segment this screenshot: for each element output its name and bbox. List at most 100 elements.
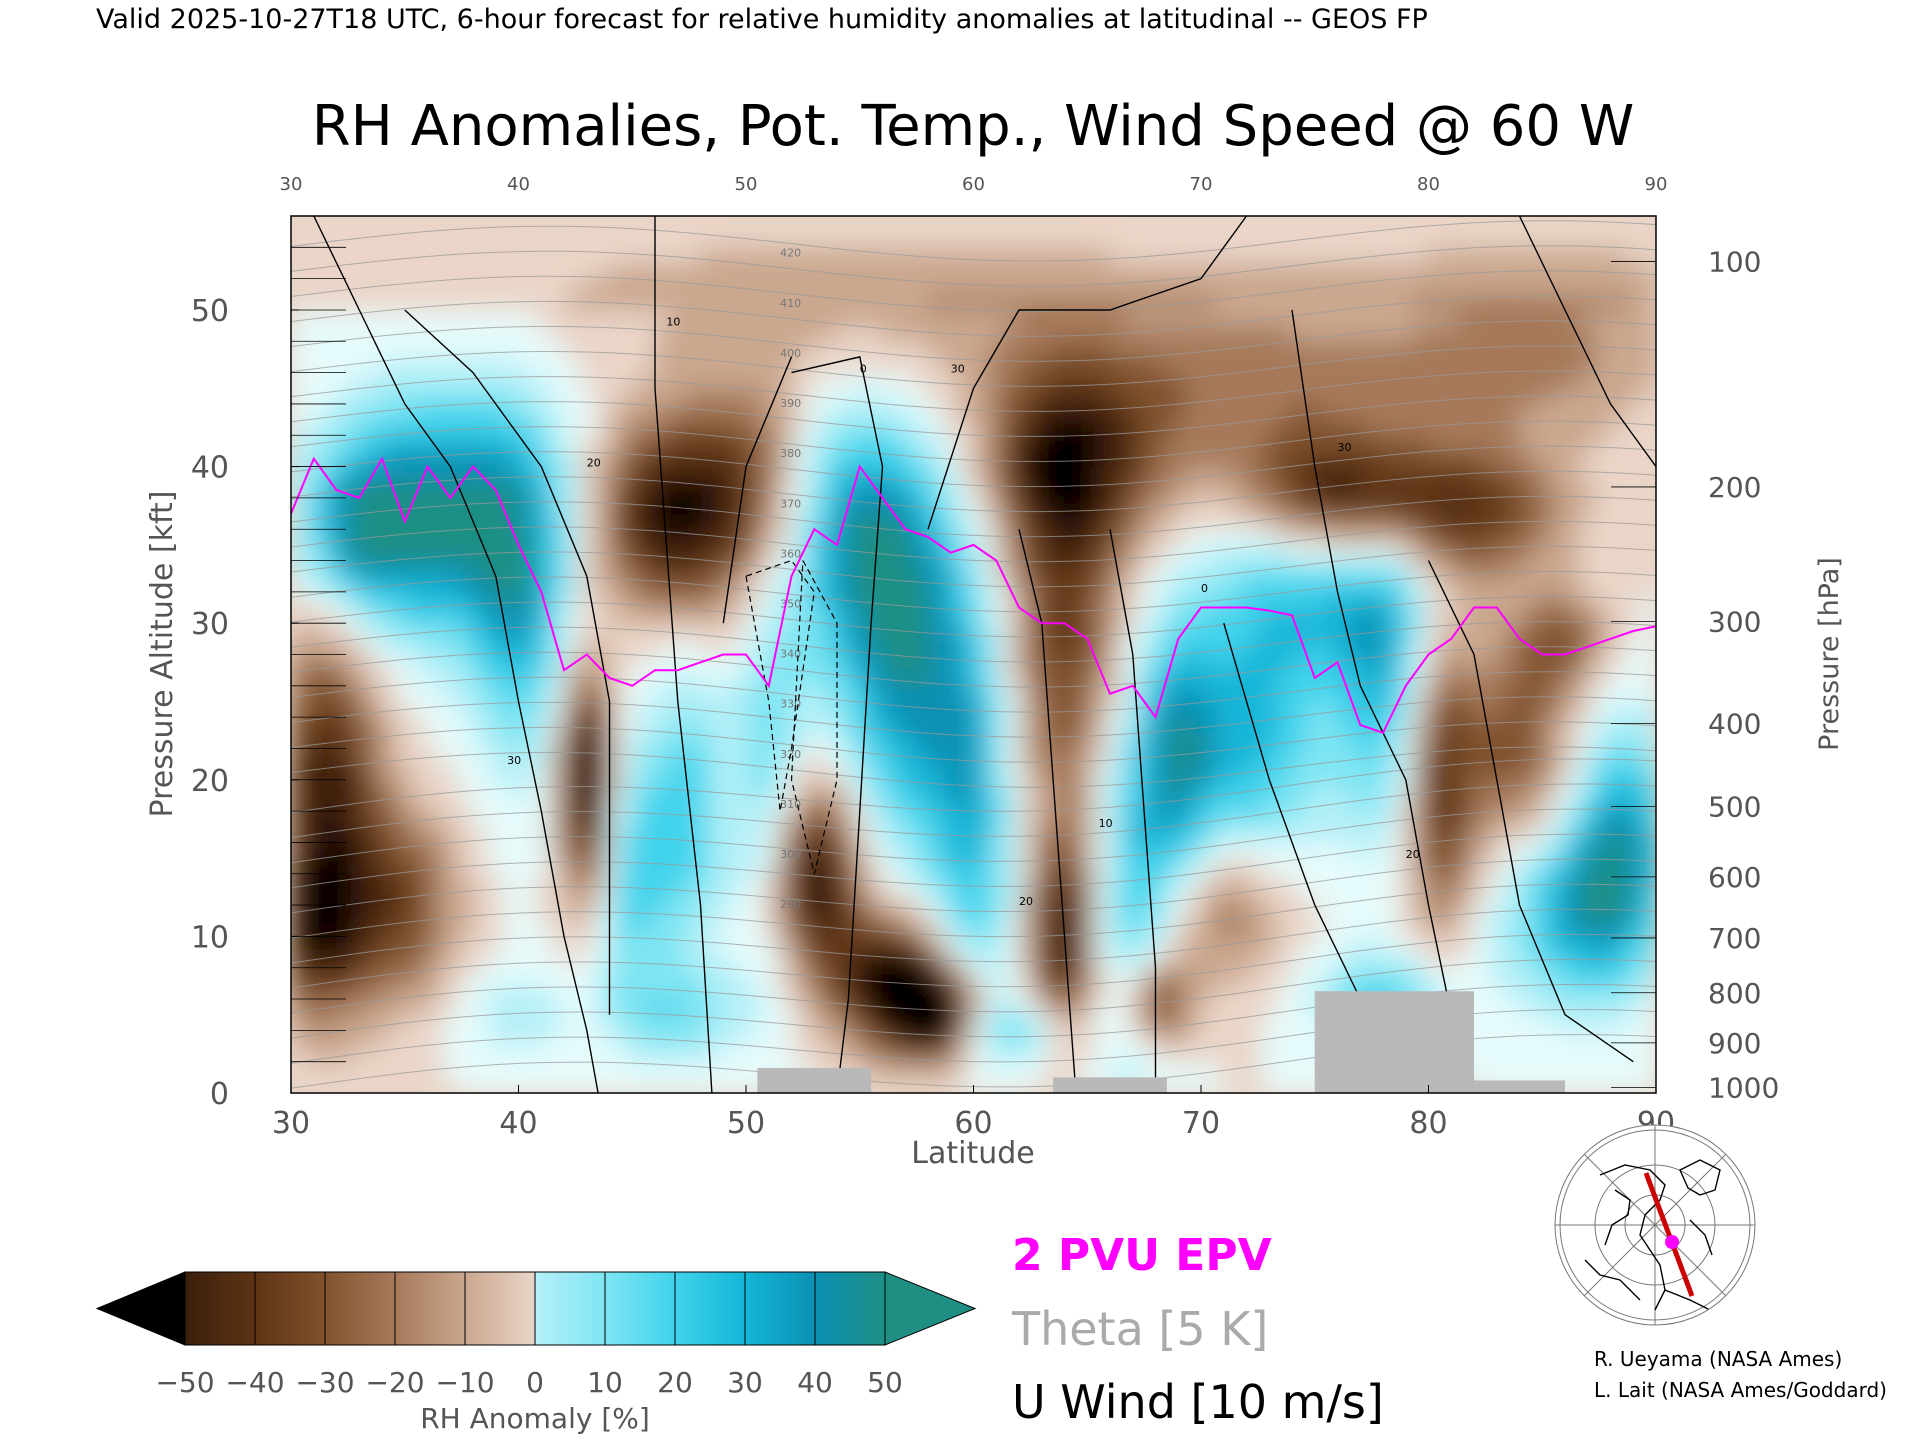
rh-field-cell bbox=[1185, 576, 1202, 593]
rh-field-cell bbox=[746, 983, 763, 1001]
rh-field-cell bbox=[1474, 732, 1491, 750]
rh-field-cell bbox=[1261, 482, 1278, 499]
rh-field-cell bbox=[1079, 560, 1096, 578]
rh-field-cell bbox=[594, 576, 611, 593]
rh-field-cell bbox=[1565, 999, 1582, 1016]
rh-field-cell bbox=[1443, 403, 1460, 421]
rh-field-cell bbox=[912, 294, 929, 311]
rh-field-cell bbox=[579, 1077, 596, 1093]
rh-field-cell bbox=[1458, 435, 1475, 452]
rh-field-cell bbox=[442, 1061, 459, 1079]
rh-field-cell bbox=[579, 842, 596, 860]
rh-field-cell bbox=[912, 685, 929, 703]
rh-field-cell bbox=[837, 231, 854, 249]
rh-field-cell bbox=[1049, 638, 1066, 656]
rh-field-cell bbox=[1201, 356, 1218, 374]
rh-field-cell bbox=[503, 1077, 520, 1093]
rh-field-cell bbox=[1079, 529, 1096, 546]
rh-field-cell bbox=[1307, 356, 1324, 374]
rh-field-cell bbox=[1519, 1046, 1536, 1063]
rh-field-cell bbox=[1049, 670, 1066, 687]
rh-field-cell bbox=[1549, 873, 1566, 891]
rh-field-cell bbox=[1504, 811, 1521, 828]
rh-field-cell bbox=[1489, 497, 1506, 515]
rh-field-cell bbox=[1413, 560, 1430, 578]
rh-field-cell bbox=[1398, 482, 1415, 499]
rh-field-cell bbox=[1170, 983, 1187, 1001]
rh-field-cell bbox=[928, 388, 945, 405]
rh-field-cell bbox=[1307, 779, 1324, 797]
rh-field-cell bbox=[548, 732, 565, 750]
rh-field-cell bbox=[291, 764, 308, 781]
rh-field-cell bbox=[321, 1046, 338, 1063]
rh-field-cell bbox=[442, 936, 459, 954]
rh-field-cell bbox=[1003, 873, 1020, 891]
rh-field-cell bbox=[594, 623, 611, 640]
rh-field-cell bbox=[1519, 858, 1536, 875]
rh-field-cell bbox=[1201, 764, 1218, 781]
rh-field-cell bbox=[1185, 1030, 1202, 1048]
rh-field-cell bbox=[306, 513, 323, 531]
rh-field-cell bbox=[1549, 717, 1566, 734]
rh-field-cell bbox=[791, 419, 808, 437]
rh-field-cell bbox=[776, 1030, 793, 1048]
rh-field-cell bbox=[1610, 388, 1627, 405]
rh-field-cell bbox=[1428, 685, 1445, 703]
rh-field-cell bbox=[1276, 1077, 1293, 1093]
rh-field-cell bbox=[503, 795, 520, 813]
rh-field-cell bbox=[852, 231, 869, 249]
rh-field-cell bbox=[1110, 294, 1127, 311]
rh-field-cell bbox=[366, 779, 383, 797]
rh-field-cell bbox=[730, 216, 747, 233]
rh-field-cell bbox=[867, 936, 884, 954]
rh-field-cell bbox=[1489, 560, 1506, 578]
rh-field-cell bbox=[1443, 435, 1460, 452]
rh-field-cell bbox=[700, 356, 717, 374]
rh-field-cell bbox=[806, 889, 823, 907]
rh-field-cell bbox=[700, 1077, 717, 1093]
rh-field-cell bbox=[776, 529, 793, 546]
rh-field-cell bbox=[1064, 309, 1081, 327]
rh-field-cell bbox=[761, 983, 778, 1001]
rh-field-cell bbox=[761, 341, 778, 358]
rh-field-cell bbox=[882, 920, 899, 938]
rh-field-cell bbox=[928, 717, 945, 734]
rh-field-cell bbox=[988, 873, 1005, 891]
rh-field-cell bbox=[1170, 638, 1187, 656]
rh-field-cell bbox=[1292, 591, 1309, 609]
rh-field-cell bbox=[1625, 403, 1642, 421]
rh-field-cell bbox=[1079, 231, 1096, 249]
rh-field-cell bbox=[730, 450, 747, 468]
rh-field-cell bbox=[1019, 309, 1036, 327]
rh-field-cell bbox=[336, 842, 353, 860]
rh-field-cell bbox=[928, 811, 945, 828]
rh-field-cell bbox=[1246, 670, 1263, 687]
rh-field-cell bbox=[1231, 309, 1248, 327]
rh-field-cell bbox=[655, 983, 672, 1001]
rh-field-cell bbox=[852, 701, 869, 719]
rh-field-cell bbox=[1322, 967, 1339, 985]
rh-field-cell bbox=[1094, 795, 1111, 813]
rh-field-cell bbox=[1398, 231, 1415, 249]
rh-field-cell bbox=[412, 450, 429, 468]
rh-field-cell bbox=[821, 576, 838, 593]
rh-field-cell bbox=[730, 403, 747, 421]
rh-field-cell bbox=[1094, 1046, 1111, 1063]
rh-field-cell bbox=[1307, 372, 1324, 390]
rh-field-cell bbox=[1292, 748, 1309, 766]
rh-field-cell bbox=[1474, 1014, 1491, 1032]
rh-field-cell bbox=[1595, 497, 1612, 515]
rh-field-cell bbox=[1003, 732, 1020, 750]
rh-field-cell bbox=[1504, 1030, 1521, 1048]
rh-field-cell bbox=[700, 670, 717, 687]
rh-field-cell bbox=[1534, 450, 1551, 468]
rh-field-cell bbox=[351, 544, 368, 562]
rh-field-cell bbox=[609, 309, 626, 327]
rh-field-cell bbox=[1170, 466, 1187, 484]
rh-field-cell bbox=[1110, 482, 1127, 499]
rh-field-cell bbox=[1155, 388, 1172, 405]
rh-field-cell bbox=[912, 748, 929, 766]
rh-field-cell bbox=[1246, 388, 1263, 405]
rh-field-cell bbox=[624, 905, 641, 922]
rh-field-cell bbox=[1276, 356, 1293, 374]
